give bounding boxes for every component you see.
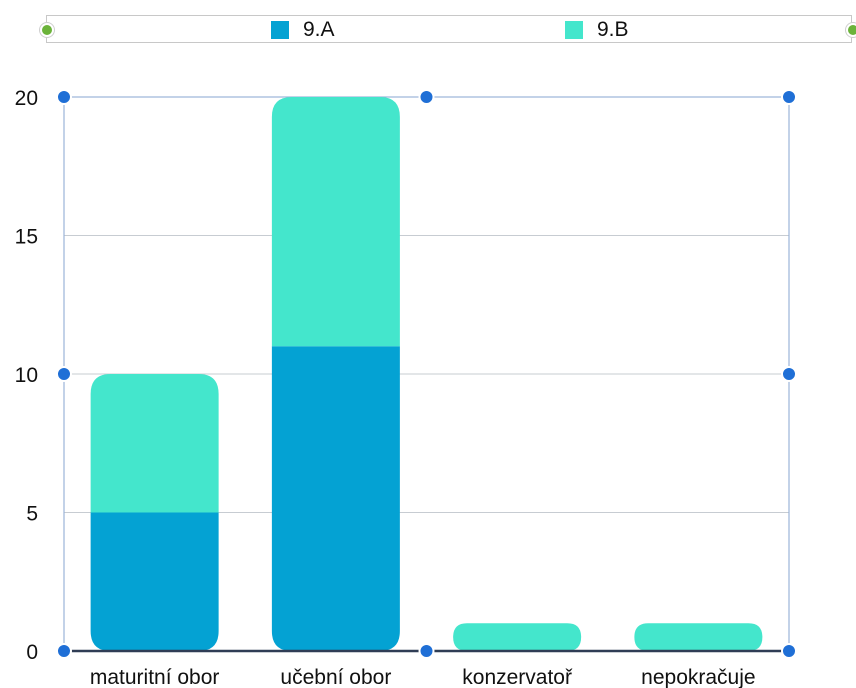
legend-label-9a: 9.A [303, 18, 335, 41]
resize-handle[interactable] [56, 89, 72, 105]
bar-9b [453, 623, 582, 651]
x-tick-label: nepokračuje [641, 666, 755, 688]
y-tick-label: 10 [15, 364, 38, 387]
x-tick-label: učební obor [280, 666, 391, 688]
y-tick-label: 0 [26, 641, 38, 664]
legend-swatch-9b [565, 21, 583, 39]
bar-9b [90, 374, 219, 513]
bar-9a [271, 346, 400, 651]
resize-handle[interactable] [418, 89, 435, 105]
x-tick-label: konzervatoř [462, 666, 573, 688]
resize-handle[interactable] [56, 366, 72, 382]
resize-handle[interactable] [781, 643, 797, 659]
legend-resize-handle-right[interactable] [846, 23, 856, 37]
x-tick-label: maturitní obor [90, 666, 220, 688]
legend-entry-9b: 9.B [565, 18, 629, 42]
legend-entry-9a: 9.A [271, 18, 335, 42]
y-tick-label: 5 [26, 503, 38, 526]
legend-resize-handle-left[interactable] [40, 23, 54, 37]
y-tick-label: 20 [15, 87, 38, 110]
y-tick-label: 15 [15, 226, 38, 249]
legend-swatch-9a [271, 21, 289, 39]
resize-handle[interactable] [781, 89, 797, 105]
legend-label-9b: 9.B [597, 18, 629, 41]
bar-9a [90, 512, 219, 651]
legend-box[interactable] [46, 15, 852, 43]
bar-9b [271, 97, 400, 347]
resize-handle[interactable] [56, 643, 72, 659]
resize-handle[interactable] [781, 366, 797, 382]
bar-9b [634, 623, 763, 651]
resize-handle[interactable] [418, 643, 435, 659]
